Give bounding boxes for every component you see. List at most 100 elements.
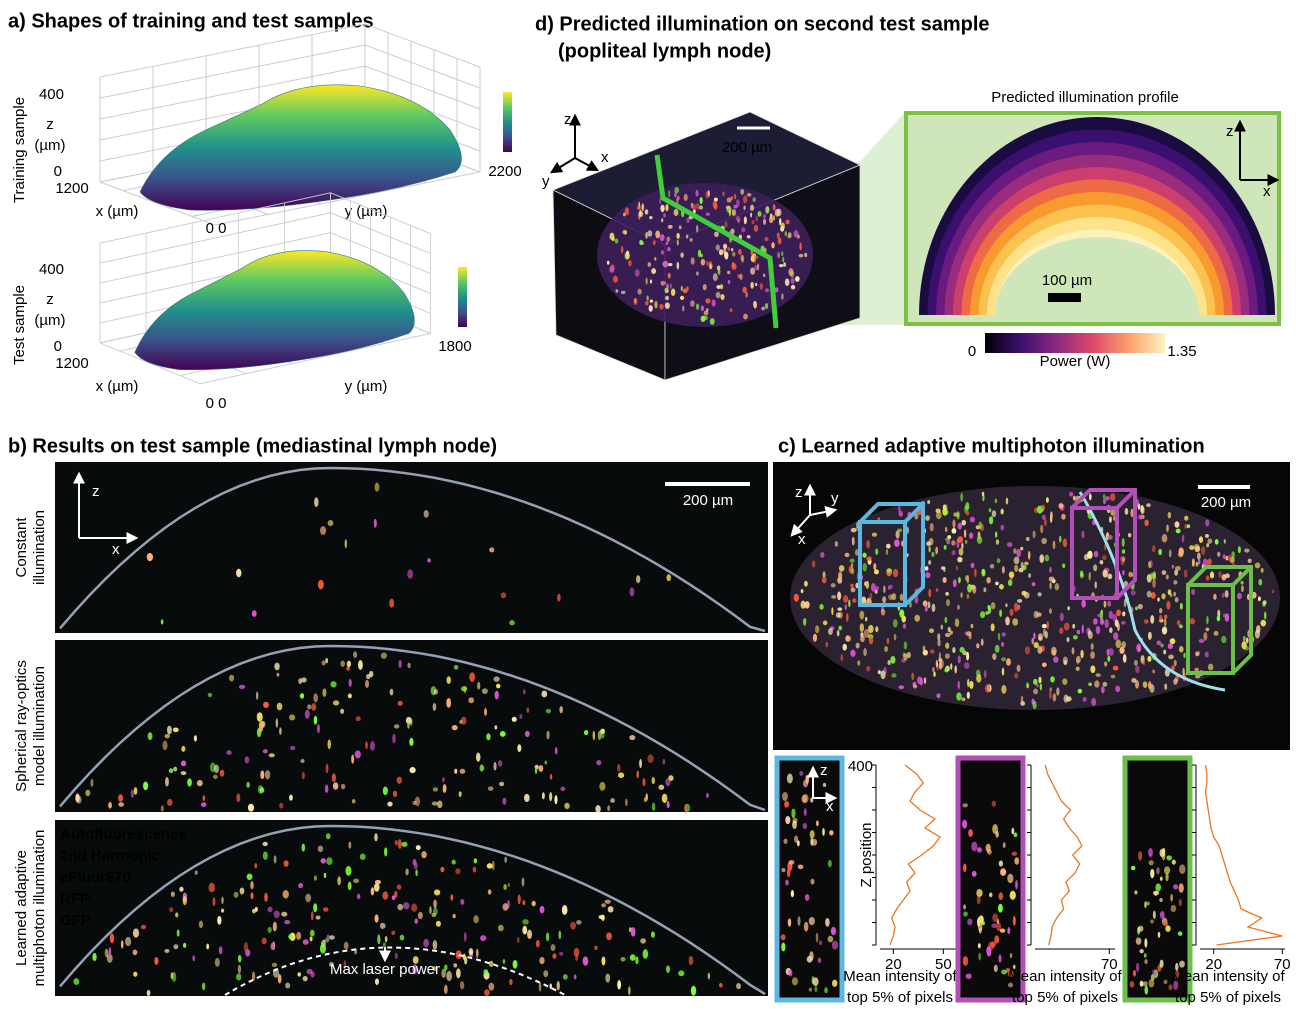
cell	[340, 661, 345, 667]
cell	[986, 946, 991, 956]
cell	[666, 574, 671, 581]
cell	[995, 645, 1000, 653]
cell	[831, 595, 836, 599]
cell	[1152, 669, 1155, 673]
cell	[1144, 938, 1147, 947]
axis-label: (µm)	[34, 137, 65, 154]
cell	[666, 241, 669, 245]
cell	[563, 974, 568, 980]
cell	[213, 775, 218, 779]
cell	[257, 712, 263, 722]
cell	[143, 781, 148, 790]
cell	[347, 661, 351, 667]
cell	[756, 215, 758, 221]
cell	[1171, 905, 1177, 912]
cell	[267, 907, 272, 913]
cell	[410, 719, 413, 726]
cell	[167, 799, 172, 806]
cell	[1238, 546, 1241, 553]
cell	[698, 250, 701, 258]
cell	[558, 931, 561, 940]
cell	[963, 911, 968, 916]
x-axis-label: top 5% of pixels	[1012, 989, 1118, 1006]
cell	[639, 759, 642, 768]
cell	[942, 577, 946, 583]
cell	[964, 662, 969, 669]
cell	[1206, 543, 1209, 547]
cell	[941, 625, 943, 630]
cell	[1184, 516, 1188, 521]
cell	[424, 510, 429, 518]
cell	[936, 511, 942, 519]
cell	[866, 666, 870, 671]
cell	[1024, 562, 1029, 566]
panel-subtitle: (popliteal lymph node)	[558, 40, 771, 62]
cell	[487, 863, 493, 869]
cell	[387, 802, 392, 807]
cell	[969, 532, 973, 539]
cell	[1000, 525, 1004, 531]
tick-label: 0	[54, 338, 62, 355]
axis-label: z	[795, 484, 803, 501]
cell	[881, 670, 886, 679]
cell	[752, 220, 755, 224]
cell	[341, 784, 345, 789]
cell	[886, 544, 891, 549]
cell	[523, 900, 526, 905]
cell	[810, 837, 813, 845]
cell	[887, 638, 890, 644]
cell	[740, 189, 744, 195]
cell	[353, 878, 359, 883]
cell	[397, 884, 402, 889]
cell	[610, 798, 615, 803]
cell	[1007, 874, 1013, 884]
cell	[1184, 569, 1188, 578]
cell	[1110, 493, 1115, 501]
cell	[680, 296, 684, 300]
intensity-profile	[1206, 765, 1283, 945]
cell	[691, 986, 696, 996]
cell	[936, 693, 940, 698]
cell	[904, 641, 907, 649]
cell	[259, 723, 263, 732]
cell	[709, 264, 711, 270]
cell	[133, 928, 139, 937]
cell	[562, 905, 568, 915]
cell	[663, 213, 666, 217]
cell	[1156, 867, 1159, 874]
cell	[750, 267, 755, 274]
cell	[1136, 963, 1139, 972]
cell	[1078, 689, 1083, 694]
cell	[792, 977, 798, 985]
cell	[1022, 591, 1027, 596]
cell	[1049, 691, 1051, 700]
cell	[1045, 631, 1048, 639]
cell	[607, 261, 610, 265]
cell	[527, 707, 530, 713]
cell	[599, 915, 604, 919]
cell	[958, 681, 960, 690]
cell	[819, 940, 822, 945]
colorbar	[985, 333, 1165, 353]
cell	[692, 204, 696, 211]
cell	[360, 854, 366, 860]
cell	[1072, 624, 1075, 629]
cell	[217, 916, 221, 925]
cell	[845, 635, 851, 641]
cell	[930, 523, 934, 532]
cell	[1198, 559, 1200, 564]
cell	[213, 897, 216, 906]
figure: a) Shapes of training and test samplesTr…	[0, 0, 1296, 1009]
cell	[236, 569, 241, 578]
cell	[837, 630, 840, 637]
cell	[701, 305, 704, 311]
cell	[194, 735, 197, 741]
cell	[891, 673, 896, 677]
cell	[1007, 542, 1013, 547]
cell	[240, 888, 245, 895]
cell	[164, 949, 169, 953]
cell	[480, 765, 485, 772]
cell	[298, 972, 301, 976]
cell	[440, 867, 444, 873]
cell	[1148, 681, 1151, 689]
